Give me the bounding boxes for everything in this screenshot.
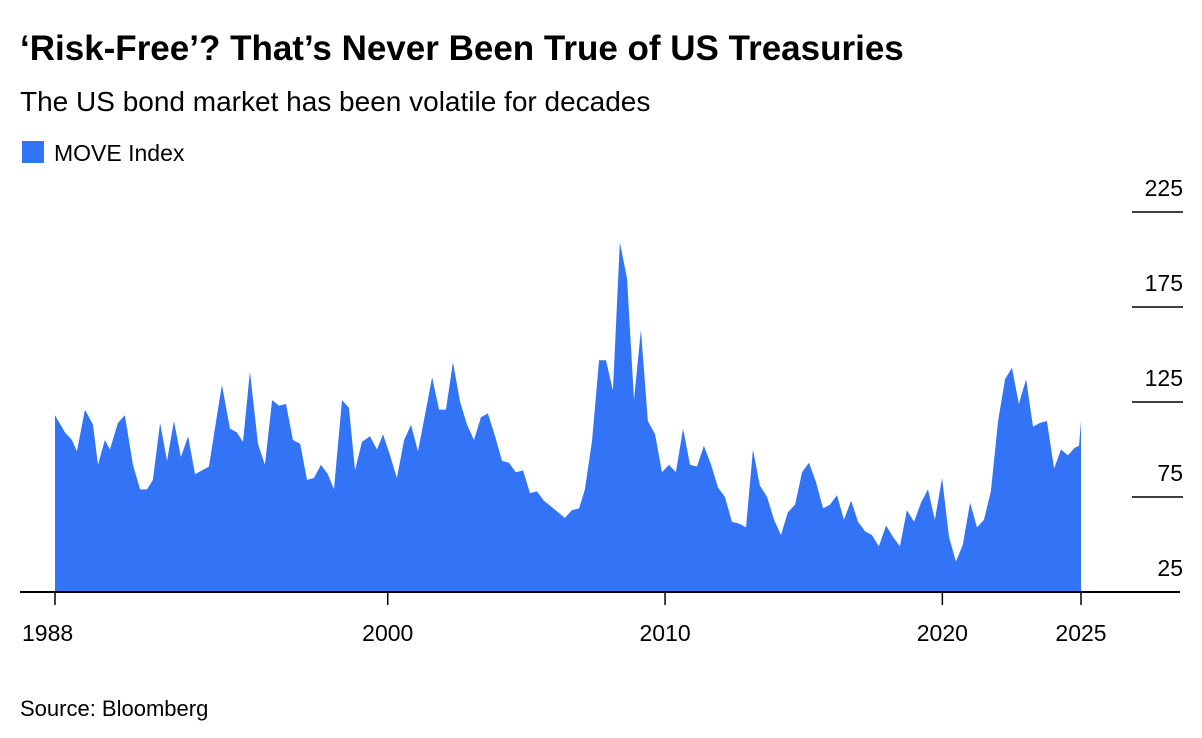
source: Source: Bloomberg (20, 696, 208, 721)
y-tick-label: 125 (1145, 365, 1183, 391)
y-tick-label: 75 (1157, 460, 1183, 486)
x-tick-label: 2010 (639, 620, 690, 646)
x-tick-label: 2020 (917, 620, 968, 646)
y-tick-label: 25 (1157, 555, 1183, 581)
y-tick-label: 175 (1145, 270, 1183, 296)
x-tick-label: 1988 (22, 620, 73, 646)
area (55, 242, 1081, 592)
x-tick-label: 2025 (1055, 620, 1106, 646)
x-tick-label: 2000 (362, 620, 413, 646)
legend-label: MOVE Index (54, 140, 185, 166)
y-tick-label: 225 (1145, 175, 1183, 201)
chart-title: ‘Risk-Free’? That’s Never Been True of U… (20, 29, 904, 68)
legend-swatch (22, 141, 44, 163)
chart-subtitle: The US bond market has been volatile for… (20, 86, 650, 117)
